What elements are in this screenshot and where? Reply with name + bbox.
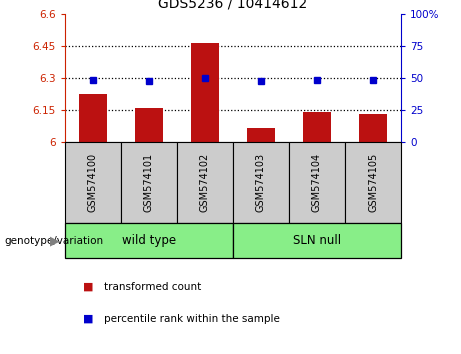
Text: GSM574104: GSM574104 bbox=[312, 153, 322, 212]
Text: GSM574100: GSM574100 bbox=[88, 153, 98, 212]
Text: genotype/variation: genotype/variation bbox=[5, 236, 104, 246]
Bar bbox=[135, 108, 163, 142]
Text: ■: ■ bbox=[83, 282, 94, 292]
Bar bbox=[65, 142, 121, 223]
Text: ▶: ▶ bbox=[50, 234, 60, 247]
Bar bbox=[65, 223, 233, 258]
Bar bbox=[121, 142, 177, 223]
Bar bbox=[247, 128, 275, 142]
Text: GSM574103: GSM574103 bbox=[256, 153, 266, 212]
Text: wild type: wild type bbox=[122, 234, 176, 247]
Text: transformed count: transformed count bbox=[104, 282, 201, 292]
Bar bbox=[177, 142, 233, 223]
Bar bbox=[78, 94, 106, 142]
Bar bbox=[303, 112, 331, 142]
Bar bbox=[191, 43, 219, 142]
Bar bbox=[289, 142, 345, 223]
Text: ■: ■ bbox=[83, 314, 94, 324]
Bar bbox=[345, 142, 401, 223]
Text: SLN null: SLN null bbox=[293, 234, 341, 247]
Text: GSM574102: GSM574102 bbox=[200, 153, 210, 212]
Text: GSM574105: GSM574105 bbox=[368, 153, 378, 212]
Bar bbox=[359, 114, 387, 142]
Bar bbox=[233, 223, 401, 258]
Title: GDS5236 / 10414612: GDS5236 / 10414612 bbox=[158, 0, 307, 10]
Text: GSM574101: GSM574101 bbox=[144, 153, 154, 212]
Text: percentile rank within the sample: percentile rank within the sample bbox=[104, 314, 280, 324]
Bar bbox=[233, 142, 289, 223]
